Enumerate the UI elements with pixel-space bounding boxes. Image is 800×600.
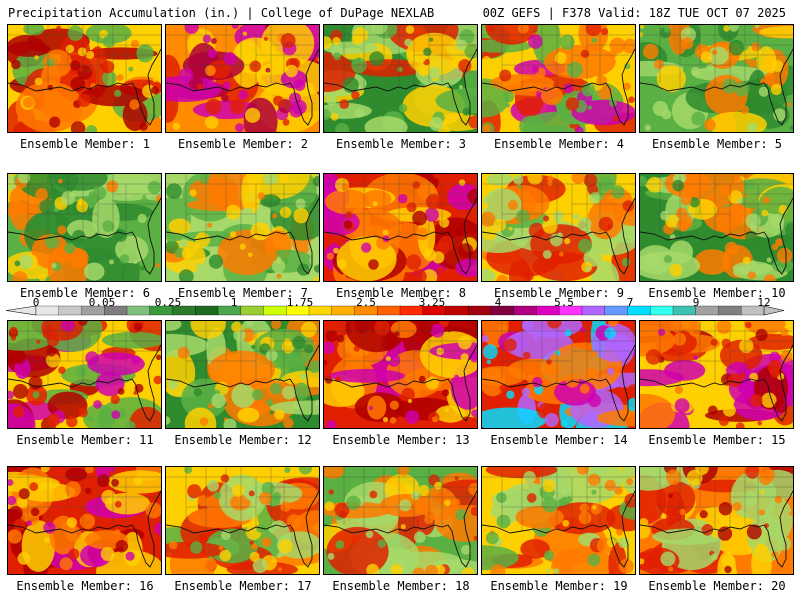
ensemble-member-map	[323, 320, 478, 429]
ensemble-member-label: Ensemble Member: 3	[335, 137, 467, 151]
ensemble-member-label: Ensemble Member: 10	[648, 286, 786, 300]
ensemble-member-map	[323, 173, 478, 282]
colorbar-tick-label: 1.75	[286, 296, 314, 309]
ensemble-member-label: Ensemble Member: 17	[174, 579, 312, 593]
colorbar-left-arrow	[5, 305, 37, 316]
precip-field	[324, 25, 477, 132]
colorbar-swatch	[718, 305, 742, 316]
ensemble-member-map	[7, 466, 162, 575]
colorbar-swatch	[604, 305, 628, 316]
colorbar-tick-label: 3.25	[418, 296, 446, 309]
precip-field	[166, 321, 319, 428]
colorbar-tick-label: 0	[32, 296, 40, 309]
ensemble-member-label: Ensemble Member: 8	[335, 286, 467, 300]
ensemble-member-map	[639, 173, 794, 282]
precip-field	[8, 321, 161, 428]
precip-field	[640, 321, 793, 428]
precip-field	[482, 467, 635, 574]
ensemble-member-label: Ensemble Member: 18	[332, 579, 470, 593]
colorbar-swatch	[513, 305, 537, 316]
colorbar-tick-label: 1	[230, 296, 238, 309]
precip-field	[640, 467, 793, 574]
ensemble-member-map	[323, 24, 478, 133]
colorbar-tick-label: 0.05	[88, 296, 116, 309]
ensemble-member-map	[7, 24, 162, 133]
ensemble-member-label: Ensemble Member: 12	[174, 433, 312, 447]
ensemble-member-label: Ensemble Member: 7	[177, 286, 309, 300]
ensemble-member-map	[639, 320, 794, 429]
ensemble-member-label: Ensemble Member: 1	[19, 137, 151, 151]
colorbar-swatch	[240, 305, 264, 316]
ensemble-member-map	[7, 320, 162, 429]
ensemble-member-label: Ensemble Member: 2	[177, 137, 309, 151]
precip-field	[166, 467, 319, 574]
precip-field	[482, 321, 635, 428]
precip-field	[482, 25, 635, 132]
ensemble-member-map	[165, 466, 320, 575]
colorbar-swatch	[195, 305, 219, 316]
colorbar-tick-label: 5.5	[554, 296, 574, 309]
colorbar-swatch	[445, 305, 469, 316]
ensemble-member-map	[481, 24, 636, 133]
ensemble-member-label: Ensemble Member: 9	[493, 286, 625, 300]
precip-field	[324, 321, 477, 428]
colorbar-tick-label: 4	[494, 296, 502, 309]
ensemble-member-label: Ensemble Member: 20	[648, 579, 786, 593]
ensemble-member-map	[165, 173, 320, 282]
precip-field	[324, 174, 477, 281]
ensemble-member-label: Ensemble Member: 11	[16, 433, 154, 447]
precip-field	[8, 467, 161, 574]
colorbar-tick-label: 2.5	[356, 296, 376, 309]
colorbar-swatch	[35, 305, 60, 316]
ensemble-member-map	[481, 173, 636, 282]
precip-field	[8, 25, 161, 132]
precip-field	[482, 174, 635, 281]
ensemble-member-map	[481, 320, 636, 429]
colorbar-tick-label: 0.25	[154, 296, 182, 309]
ensemble-member-label: Ensemble Member: 6	[19, 286, 151, 300]
colorbar-swatch	[581, 305, 606, 316]
ensemble-member-map	[165, 24, 320, 133]
colorbar-swatch	[331, 305, 355, 316]
colorbar-swatch	[217, 305, 242, 316]
colorbar-tick-label: 12	[757, 296, 771, 309]
colorbar-tick-label: 9	[692, 296, 700, 309]
ensemble-member-map	[165, 320, 320, 429]
ensemble-member-label: Ensemble Member: 14	[490, 433, 628, 447]
precip-field	[8, 174, 161, 281]
colorbar-swatch	[58, 305, 82, 316]
colorbar	[5, 305, 785, 316]
colorbar-swatch	[468, 305, 492, 316]
colorbar-tick-label: 7	[626, 296, 634, 309]
precip-field	[166, 25, 319, 132]
ensemble-member-label: Ensemble Member: 19	[490, 579, 628, 593]
colorbar-swatch	[650, 305, 674, 316]
colorbar-right-arrow	[763, 305, 785, 316]
ensemble-member-label: Ensemble Member: 15	[648, 433, 786, 447]
ensemble-member-map	[639, 24, 794, 133]
precip-field	[166, 174, 319, 281]
page-title: Precipitation Accumulation (in.) | Colle…	[8, 6, 435, 20]
ensemble-member-map	[323, 466, 478, 575]
ensemble-member-map	[7, 173, 162, 282]
precip-field	[640, 174, 793, 281]
precip-field	[324, 467, 477, 574]
ensemble-member-label: Ensemble Member: 16	[16, 579, 154, 593]
ensemble-member-label: Ensemble Member: 5	[651, 137, 783, 151]
ensemble-member-map	[481, 466, 636, 575]
colorbar-swatch	[263, 305, 287, 316]
ensemble-member-map	[639, 466, 794, 575]
ensemble-member-label: Ensemble Member: 13	[332, 433, 470, 447]
valid-time: 00Z GEFS | F378 Valid: 18Z TUE OCT 07 20…	[482, 6, 786, 20]
precip-field	[640, 25, 793, 132]
ensemble-member-label: Ensemble Member: 4	[493, 137, 625, 151]
colorbar-swatch	[377, 305, 401, 316]
colorbar-swatch	[126, 305, 151, 316]
